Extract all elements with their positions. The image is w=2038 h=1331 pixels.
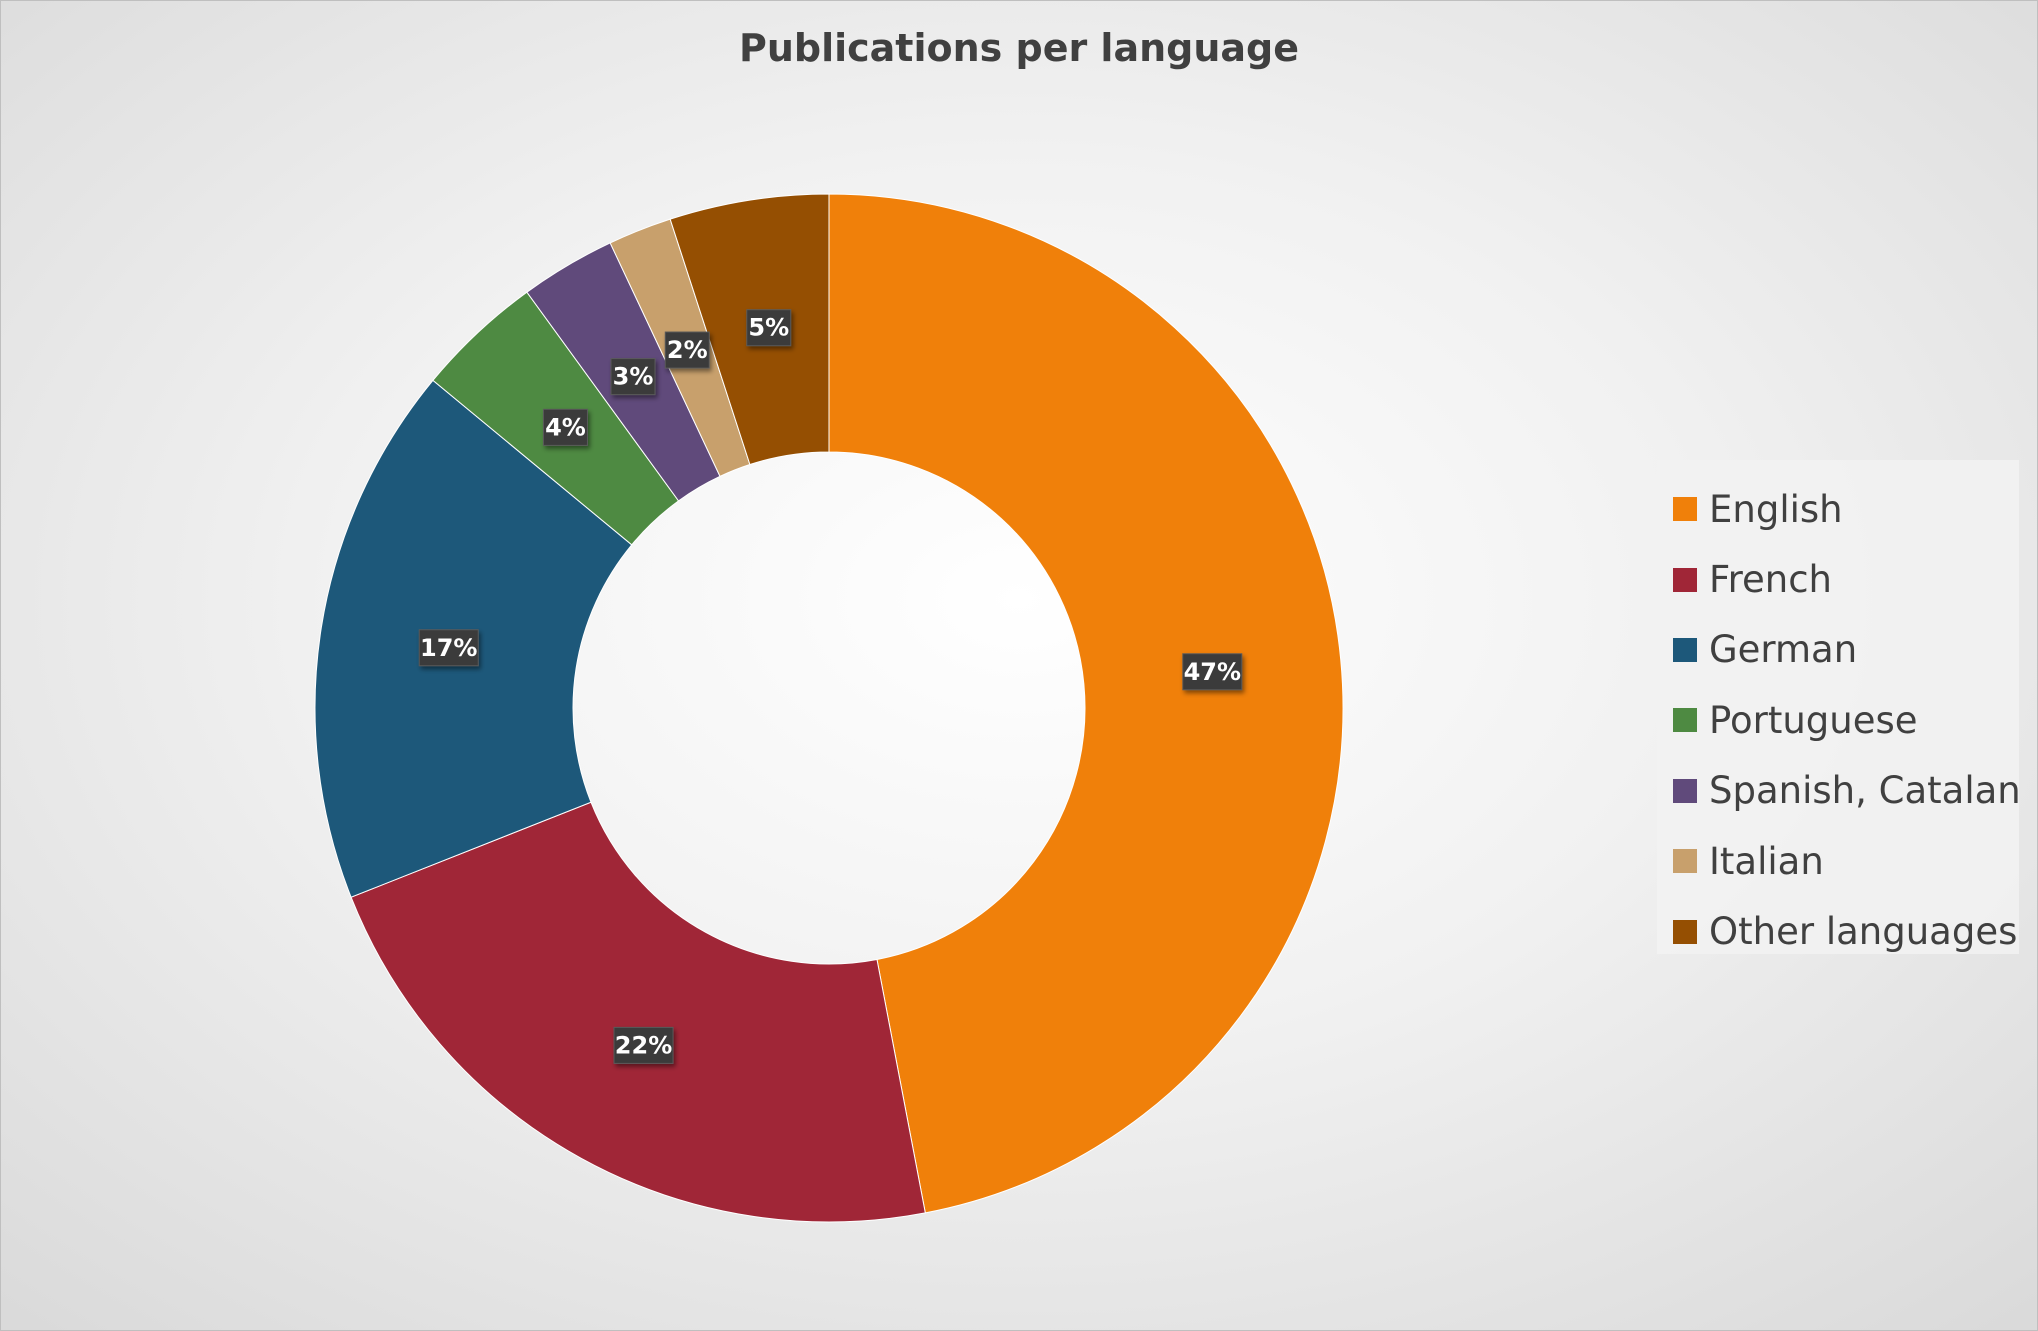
legend-item: Italian (1673, 826, 2019, 896)
data-label-text: 5% (748, 314, 789, 342)
legend-swatch (1673, 919, 1697, 944)
chart-title: Publications per language (738, 26, 1300, 70)
data-label-text: 2% (667, 336, 708, 364)
legend-label: Portuguese (1709, 698, 1918, 742)
data-label-box (542, 408, 588, 446)
data-label-text: 22% (615, 1031, 672, 1059)
data-label-box (418, 629, 479, 667)
data-label: 4% (542, 408, 588, 446)
legend-label: Italian (1709, 839, 1824, 883)
legend-item: English (1673, 474, 2019, 544)
data-label-box (1182, 653, 1243, 691)
data-label: 2% (664, 331, 710, 369)
data-label-text: 4% (545, 413, 586, 441)
legend-swatch (1673, 637, 1697, 662)
legend-swatch (1673, 778, 1697, 803)
data-label-text: 3% (613, 363, 654, 391)
legend-item: Portuguese (1673, 685, 2019, 755)
legend-swatch (1673, 567, 1697, 592)
legend-swatch (1673, 849, 1697, 874)
data-label-box (664, 331, 710, 369)
legend-item: German (1673, 615, 2019, 685)
slice-french (350, 801, 926, 1223)
slice-english (828, 193, 1344, 1214)
chart-legend: English French German Portuguese Spanish, Ca… (1657, 460, 2021, 954)
data-label-box (613, 1026, 674, 1064)
legend-label: German (1709, 628, 1858, 672)
data-label: 22% (613, 1026, 674, 1064)
data-label: 3% (610, 358, 656, 396)
legend-item: Spanish, Catalan (1673, 756, 2021, 826)
legend-swatch (1673, 497, 1697, 522)
data-label: 47% (1182, 653, 1243, 691)
legend-label: French (1709, 558, 1832, 602)
data-label: 5% (746, 309, 792, 347)
data-label-box (746, 309, 792, 347)
data-label-text: 47% (1184, 658, 1241, 686)
legend-item: French (1673, 544, 2019, 614)
data-label-text: 17% (420, 634, 477, 662)
legend-label: Other languages (1709, 910, 2018, 954)
data-label-box (610, 358, 656, 396)
legend-item: Other languages (1673, 896, 2019, 966)
legend-swatch (1673, 708, 1697, 733)
data-label: 17% (418, 629, 479, 667)
legend-label: Spanish, Catalan (1709, 769, 2021, 813)
legend-label: English (1709, 487, 1843, 531)
